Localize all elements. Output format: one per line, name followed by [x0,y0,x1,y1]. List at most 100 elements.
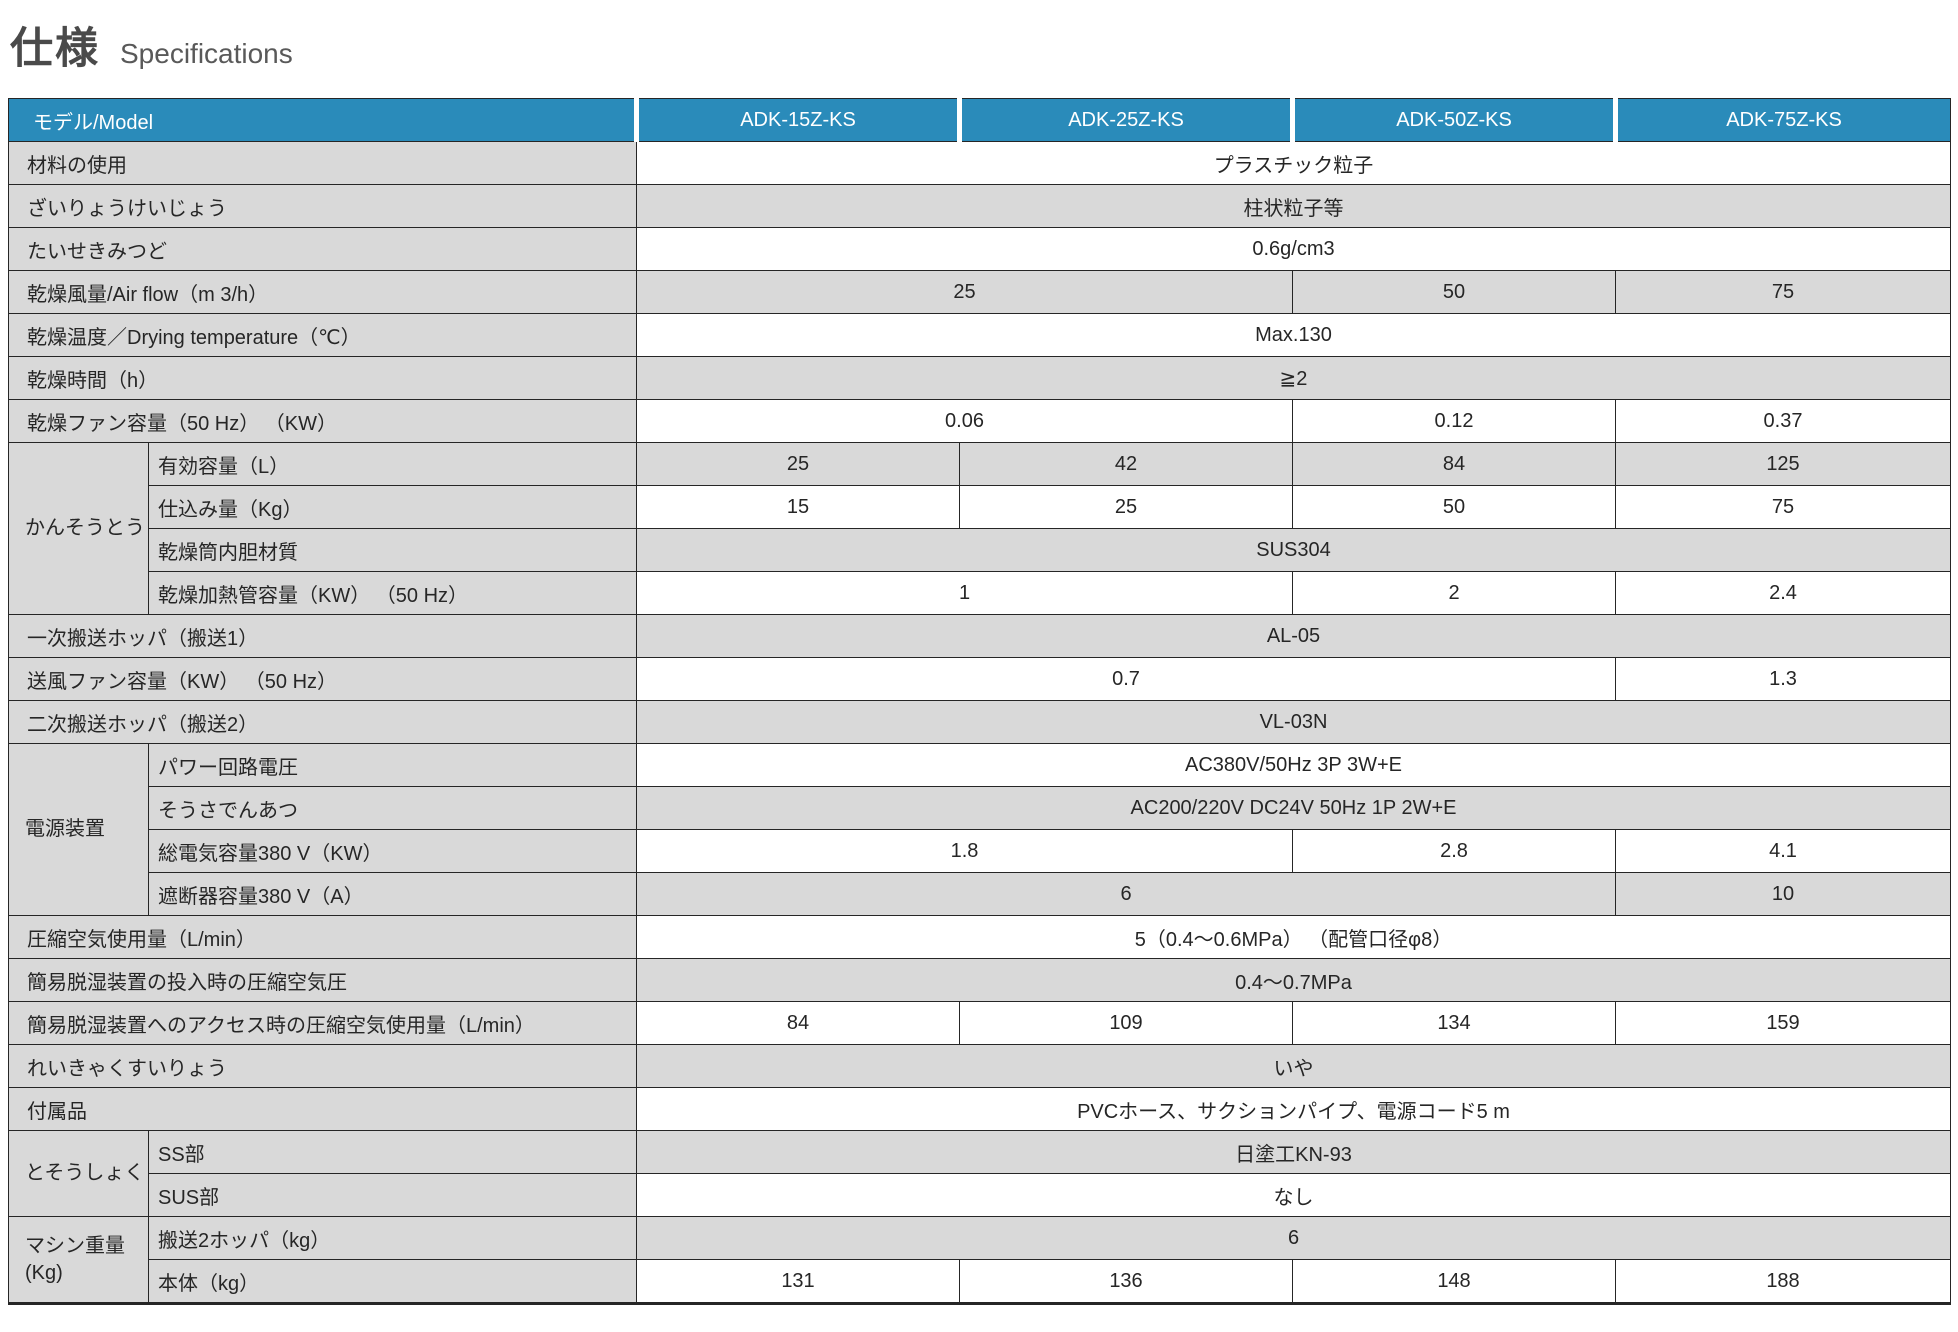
row-label: 乾燥筒内胆材質 [148,528,637,572]
row-label: 乾燥加熱管容量（KW） （50 Hz） [148,571,637,615]
table-row: 遮断器容量380 V（A） 6 10 [9,872,1951,916]
row-label: 二次搬送ホッパ（搬送2） [8,700,637,744]
row-label: 本体（kg） [148,1259,637,1304]
row-label: 遮断器容量380 V（A） [148,872,637,916]
row-label: 材料の使用 [8,141,637,185]
table-header-row: モデル/Model ADK-15Z-KS ADK-25Z-KS ADK-50Z-KS A… [8,98,1951,142]
spec-page: 仕様 Specifications モデル/Model ADK-15Z-KS ADK… [8,14,1951,1305]
spec-value-cell: 125 [1615,442,1951,486]
row-label: そうさでんあつ [148,786,637,830]
row-label: たいせきみつど [8,227,637,271]
table-row: 一次搬送ホッパ（搬送1） AL-05 [8,614,1951,658]
model-header: ADK-25Z-KS [957,98,1293,142]
page-title-en: Specifications [120,38,293,69]
spec-value-cell: 1.3 [1615,657,1951,701]
table-row: 乾燥加熱管容量（KW） （50 Hz） 1 2 2.4 [9,571,1951,615]
spec-value-cell: 1 [636,571,1293,615]
row-label: 簡易脱湿装置へのアクセス時の圧縮空気使用量（L/min） [8,1001,637,1045]
table-row: 送風ファン容量（KW） （50 Hz） 0.7 1.3 [8,657,1951,701]
spec-value-cell: PVCホース、サクションパイプ、電源コード5 m [636,1087,1951,1131]
table-row: 材料の使用 プラスチック粒子 [8,141,1951,185]
page-title: 仕様 Specifications [10,14,1950,76]
spec-value-cell: ≧2 [636,356,1951,400]
row-label: SS部 [148,1130,637,1174]
table-row: 乾燥ファン容量（50 Hz） （KW） 0.06 0.12 0.37 [8,399,1951,443]
table-row: 二次搬送ホッパ（搬送2） VL-03N [8,700,1951,744]
spec-value-cell: Max.130 [636,313,1951,357]
table-row: マシン重量 (Kg) 搬送2ホッパ（kg） 6 [8,1216,1951,1304]
group-label: とそうしょく [8,1130,149,1217]
row-label: 一次搬送ホッパ（搬送1） [8,614,637,658]
model-row-label: モデル/Model [8,98,637,142]
spec-value-cell: AC380V/50Hz 3P 3W+E [636,743,1951,787]
spec-value-cell: 0.06 [636,399,1293,443]
model-header: ADK-50Z-KS [1290,98,1616,142]
table-row: 乾燥温度／Drying temperature（℃） Max.130 [8,313,1951,357]
spec-value-cell: 2 [1292,571,1616,615]
row-label: 圧縮空気使用量（L/min） [8,915,637,959]
page-title-jp: 仕様 [10,25,100,73]
row-label: 有効容量（L） [148,442,637,486]
spec-value-cell: 0.6g/cm3 [636,227,1951,271]
spec-value-cell: 6 [636,1216,1951,1260]
specifications-table: モデル/Model ADK-15Z-KS ADK-25Z-KS ADK-50Z-KS A… [8,98,1951,1305]
row-label: 付属品 [8,1087,637,1131]
spec-value-cell: 84 [1292,442,1616,486]
group-label: かんそうとう [8,442,149,615]
spec-value-cell: 25 [636,442,960,486]
spec-value-cell: 25 [959,485,1293,529]
spec-value-cell: SUS304 [636,528,1951,572]
table-row: SUS部 なし [9,1173,1951,1217]
row-label: SUS部 [148,1173,637,1217]
spec-value-cell: 134 [1292,1001,1616,1045]
spec-value-cell: AL-05 [636,614,1951,658]
spec-value-cell: 2.4 [1615,571,1951,615]
group-label: マシン重量 (Kg) [8,1216,149,1304]
spec-value-cell: 50 [1292,270,1616,314]
model-header: ADK-75Z-KS [1613,98,1951,142]
table-row: そうさでんあつ AC200/220V DC24V 50Hz 1P 2W+E [9,786,1951,830]
spec-value-cell: 4.1 [1615,829,1951,873]
row-label: れいきゃくすいりょう [8,1044,637,1088]
spec-value-cell: 136 [959,1259,1293,1304]
table-row: 総電気容量380 V（KW） 1.8 2.8 4.1 [9,829,1951,873]
spec-value-cell: いや [636,1044,1951,1088]
row-label: 乾燥温度／Drying temperature（℃） [8,313,637,357]
spec-value-cell: 10 [1615,872,1951,916]
spec-value-cell: プラスチック粒子 [636,141,1951,185]
spec-value-cell: 188 [1615,1259,1951,1304]
table-row: 乾燥筒内胆材質 SUS304 [9,528,1951,572]
spec-value-cell: 0.7 [636,657,1616,701]
row-label: パワー回路電圧 [148,743,637,787]
table-row: れいきゃくすいりょう いや [8,1044,1951,1088]
row-label: 搬送2ホッパ（kg） [148,1216,637,1260]
spec-value-cell: 75 [1615,270,1951,314]
spec-value-cell: なし [636,1173,1951,1217]
row-label: 仕込み量（Kg） [148,485,637,529]
table-row: 付属品 PVCホース、サクションパイプ、電源コード5 m [8,1087,1951,1131]
spec-value-cell: 148 [1292,1259,1616,1304]
table-row: 本体（kg） 131 136 148 188 [9,1259,1951,1304]
row-label: 総電気容量380 V（KW） [148,829,637,873]
table-row: 簡易脱湿装置の投入時の圧縮空気圧 0.4〜0.7MPa [8,958,1951,1002]
table-row: かんそうとう 有効容量（L） 25 42 84 125 [8,442,1951,615]
table-row: ざいりょうけいじょう 柱状粒子等 [8,184,1951,228]
table-row: 電源装置 パワー回路電圧 AC380V/50Hz 3P 3W+E [8,743,1951,916]
spec-value-cell: 1.8 [636,829,1293,873]
spec-value-cell: VL-03N [636,700,1951,744]
spec-value-cell: 日塗工KN-93 [636,1130,1951,1174]
row-label: 簡易脱湿装置の投入時の圧縮空気圧 [8,958,637,1002]
row-label: ざいりょうけいじょう [8,184,637,228]
group-label: 電源装置 [8,743,149,916]
spec-value-cell: 131 [636,1259,960,1304]
spec-value-cell: 109 [959,1001,1293,1045]
model-header: ADK-15Z-KS [634,98,960,142]
table-row: 乾燥時間（h） ≧2 [8,356,1951,400]
table-row: 簡易脱湿装置へのアクセス時の圧縮空気使用量（L/min） 84 109 134 159 [8,1001,1951,1045]
spec-value-cell: 42 [959,442,1293,486]
table-row: とそうしょく SS部 日塗工KN-93 [8,1130,1951,1217]
spec-value-cell: AC200/220V DC24V 50Hz 1P 2W+E [636,786,1951,830]
spec-value-cell: 柱状粒子等 [636,184,1951,228]
spec-value-cell: 84 [636,1001,960,1045]
spec-value-cell: 0.37 [1615,399,1951,443]
